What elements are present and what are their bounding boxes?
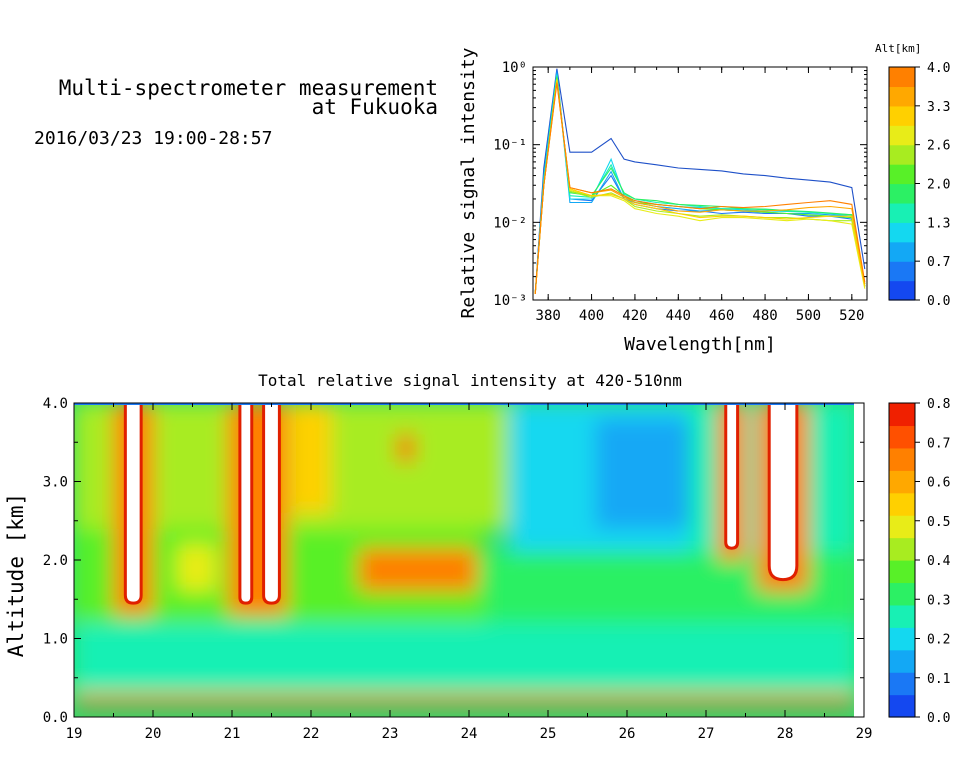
heatmap-x-tick-1: 20 — [145, 726, 162, 742]
altitude-colorbar-tick-4: 2.6 — [927, 139, 950, 154]
spectrum-x-tick-1: 400 — [579, 308, 604, 324]
altitude-colorbar-tick-0: 0.0 — [927, 294, 950, 309]
altitude-colorbar-tick-1: 0.7 — [927, 255, 950, 270]
heatmap-x-tick-5: 24 — [461, 726, 478, 742]
altitude-colorbar: Alt[km] 0.0 0.7 1.3 2.0 2.6 3.3 4.0 — [875, 42, 950, 309]
page-title-line1: Multi-spectrometer measurement — [59, 76, 438, 100]
spectrum-y-tick-3: 10⁻³ — [493, 293, 527, 309]
spectrum-series-4 — [534, 75, 866, 294]
saturated-region-1 — [238, 403, 254, 605]
heatmap-feature-15 — [291, 403, 331, 513]
heatmap-x-tick-9: 28 — [777, 726, 794, 742]
heatmap-x-tick-0: 19 — [66, 726, 83, 742]
spectrum-x-tick-7: 520 — [839, 308, 864, 324]
saturated-region-3 — [724, 403, 740, 550]
heatmap-feature-2 — [74, 622, 854, 692]
heatmap-x-tick-2: 21 — [224, 726, 241, 742]
heatmap-y-tick-3: 3.0 — [43, 475, 68, 491]
spectrum-series-0 — [534, 68, 866, 294]
spectrum-y-tick-2: 10⁻² — [493, 215, 527, 231]
heatmap-y-tick-4: 4.0 — [43, 396, 68, 412]
spectrum-x-tick-0: 380 — [536, 308, 561, 324]
spectrum-y-tick-0: 10⁰ — [502, 60, 527, 76]
heatmap-y-ticks: 0.0 1.0 2.0 3.0 4.0 — [43, 396, 864, 726]
spectrum-series-11 — [534, 83, 866, 294]
spectrum-y-ticks: 10⁰ 10⁻¹ 10⁻² 10⁻³ — [493, 60, 867, 309]
heatmap-x-tick-3: 22 — [303, 726, 320, 742]
heatmap-x-tick-4: 23 — [382, 726, 399, 742]
heatmap-x-tick-8: 27 — [698, 726, 715, 742]
intensity-colorbar-tick-8: 0.8 — [927, 397, 950, 412]
altitude-colorbar-tick-3: 2.0 — [927, 178, 950, 193]
heatmap-feature-0 — [74, 701, 854, 708]
intensity-colorbar-tick-4: 0.4 — [927, 554, 951, 569]
heatmap-feature-1 — [74, 691, 854, 698]
datetime-label: 2016/03/23 19:00-28:57 — [34, 128, 272, 149]
spectrum-series-6 — [534, 78, 866, 294]
spectrum-x-tick-6: 500 — [796, 308, 821, 324]
altitude-colorbar-tick-6: 4.0 — [927, 61, 950, 76]
heatmap-x-ticks: 19 20 21 22 23 24 25 26 27 28 29 — [66, 403, 873, 742]
spectrum-series-9 — [534, 80, 866, 294]
heatmap-y-tick-1: 1.0 — [43, 632, 68, 648]
intensity-colorbar-tick-7: 0.7 — [927, 436, 950, 451]
intensity-colorbar-tick-0: 0.0 — [927, 711, 950, 726]
intensity-colorbar-tick-1: 0.1 — [927, 672, 950, 687]
spectrum-series-10 — [534, 82, 866, 294]
intensity-colorbar-tick-6: 0.6 — [927, 476, 950, 491]
heatmap-y-tick-2: 2.0 — [43, 553, 68, 569]
spectrum-chart: 380 400 420 440 460 480 500 520 10⁰ 10⁻¹ 10⁻² 10⁻³… — [458, 47, 868, 355]
spectrum-series-8 — [534, 79, 866, 294]
spectrum-x-tick-5: 480 — [752, 308, 777, 324]
saturated-region-0 — [123, 403, 143, 605]
heatmap-y-tick-0: 0.0 — [43, 710, 68, 726]
intensity-colorbar-tick-3: 0.3 — [927, 593, 950, 608]
saturated-region-4 — [767, 403, 799, 582]
page-title-line2: at Fukuoka — [312, 95, 438, 119]
spectrum-lines — [534, 68, 866, 294]
heatmap-chart: Total relative signal intensity at 420-5… — [4, 371, 872, 742]
intensity-colorbar-tick-2: 0.2 — [927, 633, 950, 648]
heatmap-feature-10 — [397, 434, 414, 462]
altitude-colorbar-tick-5: 3.3 — [927, 100, 950, 115]
heatmap-x-tick-7: 26 — [619, 726, 636, 742]
spectrum-series-1 — [534, 70, 866, 294]
heatmap-ylabel: Altitude [km] — [4, 493, 28, 657]
spectrum-series-5 — [534, 76, 866, 294]
intensity-colorbar: 0.0 0.1 0.2 0.3 0.4 0.5 0.6 0.7 0.8 — [888, 397, 951, 726]
spectrum-ylabel: Relative signal intensity — [458, 47, 479, 318]
heatmap-x-tick-10: 29 — [856, 726, 873, 742]
spectrum-xlabel: Wavelength[nm] — [624, 334, 776, 355]
heatmap-feature-16 — [176, 544, 217, 592]
heatmap-title: Total relative signal intensity at 420-5… — [258, 371, 682, 390]
heatmap-feature-9 — [358, 548, 477, 592]
spectrum-series-7 — [534, 78, 866, 294]
spectrum-x-tick-3: 440 — [666, 308, 691, 324]
heatmap-x-tick-6: 25 — [540, 726, 557, 742]
altitude-colorbar-tick-2: 1.3 — [927, 216, 950, 231]
spectrum-frame — [532, 66, 868, 301]
spectrum-x-tick-2: 420 — [622, 308, 647, 324]
intensity-colorbar-tick-5: 0.5 — [927, 515, 950, 530]
spectrum-x-ticks: 380 400 420 440 460 480 500 520 — [536, 67, 864, 324]
spectrum-y-tick-1: 10⁻¹ — [493, 138, 527, 154]
altitude-colorbar-label: Alt[km] — [875, 42, 921, 55]
heatmap-feature-8 — [595, 418, 691, 529]
spectrum-series-3 — [534, 74, 866, 294]
spectrum-series-2 — [534, 72, 866, 294]
saturated-region-2 — [262, 403, 281, 605]
spectrum-x-tick-4: 460 — [709, 308, 734, 324]
